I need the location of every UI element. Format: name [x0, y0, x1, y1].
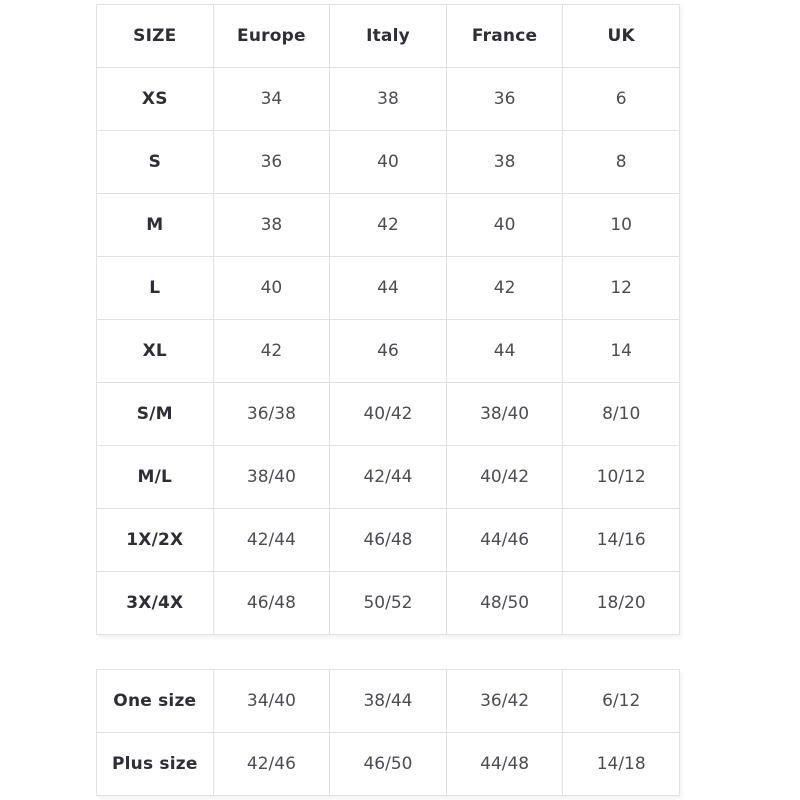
- size-value-cell: 42: [445, 256, 564, 320]
- row-label: 1X/2X: [96, 508, 214, 572]
- size-value-cell: 10: [562, 193, 680, 257]
- size-value-cell: 40: [329, 130, 447, 194]
- size-row-3x-4x: 3X/4X 46/48 50/52 48/50 18/20: [96, 571, 680, 635]
- column-header-uk: UK: [562, 4, 680, 68]
- size-value-cell: 36/38: [212, 382, 331, 446]
- row-label: L: [96, 256, 214, 320]
- size-value-cell: 44/48: [445, 732, 564, 796]
- size-conversion-table-body: XS 34 38 36 6 S 36 40 38 8 M 38 42 40 10 L 40 44 42 12 XL 42 4…: [96, 67, 680, 635]
- column-header-europe: Europe: [212, 4, 331, 68]
- size-row-m: M 38 42 40 10: [96, 193, 680, 257]
- column-header-italy: Italy: [329, 4, 447, 68]
- size-value-cell: 36: [212, 130, 331, 194]
- size-value-cell: 34/40: [212, 669, 331, 733]
- size-value-cell: 44/46: [445, 508, 564, 572]
- size-value-cell: 48/50: [445, 571, 564, 635]
- size-value-cell: 36/42: [445, 669, 564, 733]
- size-value-cell: 38: [445, 130, 564, 194]
- size-value-cell: 38/40: [212, 445, 331, 509]
- row-label: XL: [96, 319, 214, 383]
- size-value-cell: 14: [562, 319, 680, 383]
- size-conversion-table-head: SIZE Europe Italy France UK: [96, 4, 680, 68]
- row-label: Plus size: [96, 732, 214, 796]
- size-conversion-table: SIZE Europe Italy France UK XS 34 38 36 6 S 36 40 38…: [96, 4, 680, 635]
- row-label: S: [96, 130, 214, 194]
- size-value-cell: 50/52: [329, 571, 447, 635]
- size-row-s: S 36 40 38 8: [96, 130, 680, 194]
- size-value-cell: 38: [212, 193, 331, 257]
- row-label: M: [96, 193, 214, 257]
- size-row-l: L 40 44 42 12: [96, 256, 680, 320]
- size-value-cell: 14/18: [562, 732, 680, 796]
- size-value-cell: 40/42: [329, 382, 447, 446]
- column-header-size: SIZE: [96, 4, 214, 68]
- size-value-cell: 40: [445, 193, 564, 257]
- size-value-cell: 12: [562, 256, 680, 320]
- size-value-cell: 46/50: [329, 732, 447, 796]
- size-value-cell: 38: [329, 67, 447, 131]
- size-value-cell: 14/16: [562, 508, 680, 572]
- size-value-cell: 6/12: [562, 669, 680, 733]
- row-label: S/M: [96, 382, 214, 446]
- size-value-cell: 40/42: [445, 445, 564, 509]
- size-value-cell: 40: [212, 256, 331, 320]
- size-value-cell: 36: [445, 67, 564, 131]
- row-label: One size: [96, 669, 214, 733]
- size-value-cell: 6: [562, 67, 680, 131]
- size-value-cell: 42: [212, 319, 331, 383]
- size-value-cell: 38/40: [445, 382, 564, 446]
- row-label: XS: [96, 67, 214, 131]
- size-value-cell: 44: [329, 256, 447, 320]
- size-row-1x-2x: 1X/2X 42/44 46/48 44/46 14/16: [96, 508, 680, 572]
- size-value-cell: 18/20: [562, 571, 680, 635]
- size-value-cell: 34: [212, 67, 331, 131]
- table-header-row: SIZE Europe Italy France UK: [96, 4, 680, 68]
- size-row-plus-size: Plus size 42/46 46/50 44/48 14/18: [96, 732, 680, 796]
- size-value-cell: 8: [562, 130, 680, 194]
- size-value-cell: 10/12: [562, 445, 680, 509]
- size-value-cell: 46/48: [329, 508, 447, 572]
- size-row-m-l: M/L 38/40 42/44 40/42 10/12: [96, 445, 680, 509]
- size-value-cell: 38/44: [329, 669, 447, 733]
- size-value-cell: 42/44: [212, 508, 331, 572]
- size-value-cell: 46/48: [212, 571, 331, 635]
- size-value-cell: 44: [445, 319, 564, 383]
- size-value-cell: 46: [329, 319, 447, 383]
- size-value-cell: 42: [329, 193, 447, 257]
- size-row-one-size: One size 34/40 38/44 36/42 6/12: [96, 669, 680, 733]
- special-sizes-table-body: One size 34/40 38/44 36/42 6/12 Plus size 42/4…: [96, 669, 680, 796]
- size-row-s-m: S/M 36/38 40/42 38/40 8/10: [96, 382, 680, 446]
- row-label: 3X/4X: [96, 571, 214, 635]
- column-header-france: France: [445, 4, 564, 68]
- row-label: M/L: [96, 445, 214, 509]
- size-row-xl: XL 42 46 44 14: [96, 319, 680, 383]
- size-value-cell: 42/46: [212, 732, 331, 796]
- size-value-cell: 8/10: [562, 382, 680, 446]
- size-row-xs: XS 34 38 36 6: [96, 67, 680, 131]
- special-sizes-table: One size 34/40 38/44 36/42 6/12 Plus size 42/4…: [96, 669, 680, 796]
- size-value-cell: 42/44: [329, 445, 447, 509]
